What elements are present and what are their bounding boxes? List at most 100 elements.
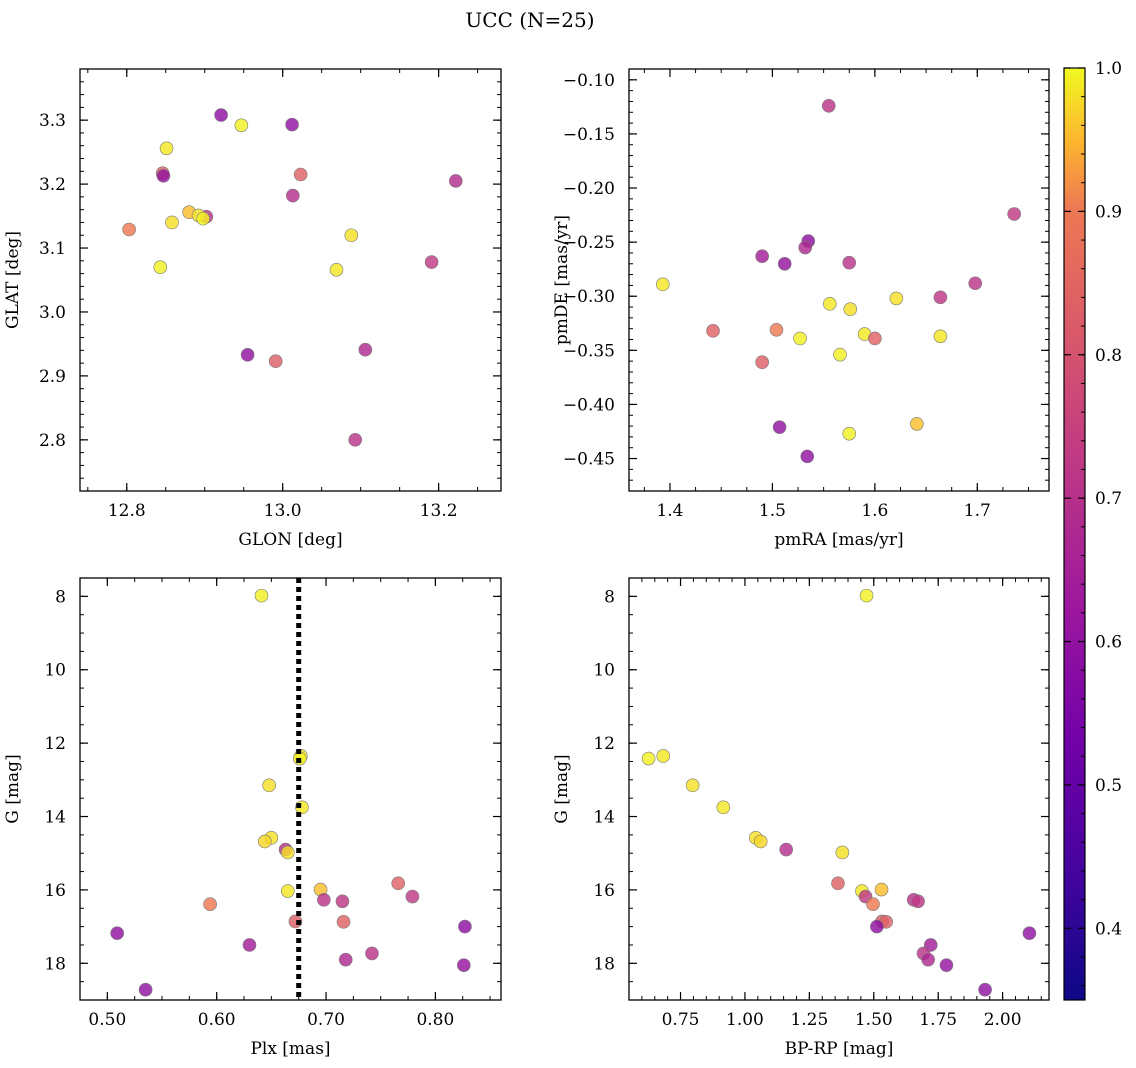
axes-frame xyxy=(79,577,502,1001)
data-point xyxy=(1007,207,1021,221)
y-tick-label: 8 xyxy=(604,587,615,607)
data-point xyxy=(911,894,925,909)
data-point xyxy=(156,168,171,183)
data-point xyxy=(335,894,350,909)
data-point xyxy=(293,167,308,182)
data-point xyxy=(240,348,255,362)
data-point xyxy=(280,884,295,898)
colorbar-tick-label: 0.5 xyxy=(1095,776,1122,796)
x-tick-label: 0.60 xyxy=(198,1010,236,1030)
colorbar-gradient xyxy=(1063,67,1086,1001)
data-point xyxy=(122,222,136,237)
y-tick-label: −0.20 xyxy=(563,179,615,199)
y-axis-label: pmDE [mas/yr] xyxy=(552,215,572,345)
x-tick-label: 0.50 xyxy=(88,1010,126,1030)
y-tick-label: 8 xyxy=(55,587,66,607)
data-point xyxy=(457,958,471,972)
colorbar-tick-label: 0.4 xyxy=(1095,919,1122,939)
y-axis-label: G [mag] xyxy=(3,754,23,823)
data-point xyxy=(777,256,792,271)
data-point xyxy=(933,329,948,344)
y-tick-label: 3.1 xyxy=(39,239,66,259)
x-axis-label: pmRA [mas/yr] xyxy=(774,530,903,550)
y-tick-label: −0.40 xyxy=(563,395,615,415)
y-tick-label: −0.30 xyxy=(563,287,615,307)
data-point xyxy=(159,141,174,156)
data-point xyxy=(268,354,283,369)
colorbar: 0.4 0.5 0.6 0.7 0.8 0.9 1.0 xyxy=(1063,59,1122,1001)
data-point xyxy=(448,174,463,188)
data-point xyxy=(866,897,880,912)
data-point xyxy=(656,749,671,763)
data-point xyxy=(214,108,228,122)
y-tick-label: −0.45 xyxy=(563,450,615,470)
y-tick-label: 14 xyxy=(44,808,66,828)
data-point xyxy=(110,926,124,941)
x-axis-label: GLON [deg] xyxy=(238,530,342,550)
data-point xyxy=(831,876,845,891)
data-point xyxy=(842,255,857,270)
data-point xyxy=(921,952,935,967)
data-point xyxy=(706,324,720,338)
data-point xyxy=(889,291,904,306)
colorbar-tick-label: 0.9 xyxy=(1095,202,1122,222)
data-point xyxy=(685,778,700,793)
data-point xyxy=(138,982,153,997)
data-point xyxy=(196,211,210,226)
x-tick-label: 13.2 xyxy=(420,501,458,521)
y-tick-label: 2.9 xyxy=(39,367,66,387)
data-point xyxy=(968,276,983,291)
panel-bprp-g: 0.75 1.00 1.25 1.50 1.75 2.00 8 10 12 14 16 18 BP-RP… xyxy=(552,577,1050,1059)
axes-frame xyxy=(628,577,1050,1001)
x-tick-label: 1.4 xyxy=(656,501,683,521)
data-point xyxy=(424,255,439,269)
axes-frame xyxy=(628,68,1050,492)
data-point xyxy=(358,342,373,357)
x-tick-label: 0.70 xyxy=(307,1010,345,1030)
colorbar-tick-label: 0.7 xyxy=(1095,489,1122,509)
y-tick-label: 18 xyxy=(44,954,66,974)
y-tick-label: 12 xyxy=(44,734,66,754)
data-point xyxy=(870,919,884,934)
data-point xyxy=(336,915,351,929)
y-tick-label: 18 xyxy=(593,954,615,974)
data-point xyxy=(1022,926,1037,941)
data-point xyxy=(254,588,269,603)
x-tick-label: 0.80 xyxy=(416,1010,454,1030)
x-tick-label: 1.6 xyxy=(861,501,888,521)
x-tick-label: 1.7 xyxy=(964,501,991,521)
y-axis-label: GLAT [deg] xyxy=(3,231,23,329)
y-tick-label: −0.15 xyxy=(563,125,615,145)
y-tick-label: 16 xyxy=(593,881,615,901)
axes-frame xyxy=(79,68,502,492)
data-point xyxy=(203,897,217,912)
data-point xyxy=(933,290,948,305)
data-point xyxy=(753,834,768,849)
y-tick-label: 10 xyxy=(593,661,615,681)
data-point xyxy=(822,297,837,311)
data-point xyxy=(258,834,272,849)
data-point xyxy=(910,417,924,431)
data-point xyxy=(798,240,812,255)
x-axis-label: Plx [mas] xyxy=(250,1039,330,1059)
x-tick-label: 1.75 xyxy=(919,1010,957,1030)
panel-plx-g: 0.50 0.60 0.70 0.80 8 10 12 14 16 18 Plx [mas] G [m… xyxy=(3,577,502,1059)
data-point xyxy=(779,842,793,857)
y-tick-label: 14 xyxy=(593,808,615,828)
y-tick-label: 16 xyxy=(44,881,66,901)
data-point xyxy=(939,958,954,972)
data-point xyxy=(262,778,276,793)
colorbar-tick-label: 1.0 xyxy=(1095,59,1122,79)
y-tick-label: 10 xyxy=(44,661,66,681)
x-tick-label: 13.0 xyxy=(264,501,302,521)
data-point xyxy=(772,420,787,434)
data-point xyxy=(365,946,379,961)
x-tick-label: 12.8 xyxy=(108,501,146,521)
data-point xyxy=(338,952,353,967)
data-point xyxy=(344,228,359,243)
data-point xyxy=(793,331,807,346)
y-tick-label: −0.10 xyxy=(563,71,615,91)
data-point xyxy=(868,331,882,346)
data-point xyxy=(280,845,295,860)
y-tick-label: 3.2 xyxy=(39,175,66,195)
